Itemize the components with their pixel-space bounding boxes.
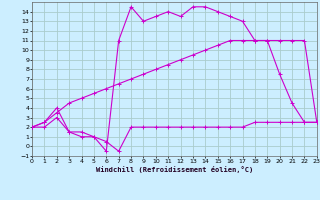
X-axis label: Windchill (Refroidissement éolien,°C): Windchill (Refroidissement éolien,°C) bbox=[96, 166, 253, 173]
